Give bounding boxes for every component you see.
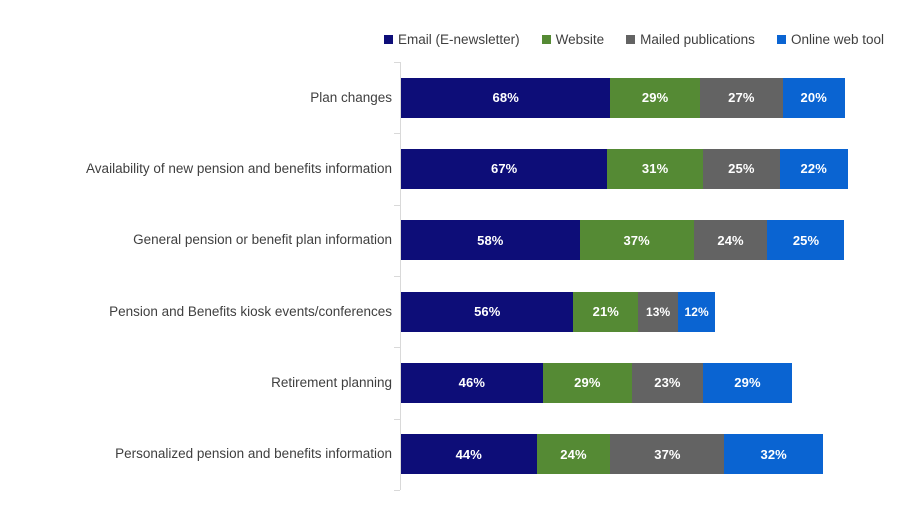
axis-tick: [394, 347, 400, 348]
bar-segment-value: 67%: [491, 161, 518, 177]
bar-segment-value: 21%: [592, 304, 619, 320]
plot-area: Plan changes 68% 29% 27% 20% Availability of …: [0, 62, 900, 491]
bar-segment: 29%: [542, 362, 632, 403]
category-label: General pension or benefit plan informat…: [133, 232, 392, 248]
bar-segment-value: 56%: [474, 304, 501, 320]
bar-segment: 32%: [724, 434, 823, 475]
bar-segment-value: 58%: [477, 232, 504, 248]
legend-item[interactable]: Online web tool: [776, 32, 884, 47]
axis-tick: [394, 62, 400, 63]
axis-tick: [394, 205, 400, 206]
bar-segment-value: 32%: [760, 446, 787, 462]
category-label: Plan changes: [310, 89, 392, 105]
axis-tick: [394, 276, 400, 277]
chart-legend: Email (E-newsletter) Website Mailed public…: [0, 33, 900, 47]
axis-tick: [394, 133, 400, 134]
bar-segment-value: 23%: [654, 375, 681, 391]
legend-item[interactable]: Website: [541, 32, 605, 47]
bar-segment-value: 29%: [734, 375, 761, 391]
bar-row: Personalized pension and benefits inform…: [0, 419, 900, 490]
bar-segment-value: 20%: [800, 90, 827, 106]
bar-segment: 21%: [573, 291, 639, 332]
bar-segment-value: 46%: [458, 375, 485, 391]
bar-segment: 46%: [401, 362, 543, 403]
stacked-bar: 44% 24% 37% 32%: [401, 434, 823, 475]
stacked-bar: 67% 31% 25% 22%: [401, 148, 848, 189]
square-marker-icon: [384, 35, 394, 45]
bar-segment: 25%: [767, 220, 845, 261]
axis-tick: [394, 419, 400, 420]
bar-segment-value: 27%: [728, 90, 755, 106]
bar-segment-value: 13%: [645, 304, 671, 319]
legend-item[interactable]: Mailed publications: [626, 33, 755, 47]
bar-segment: 12%: [678, 291, 716, 332]
stacked-bar: 46% 29% 23% 29%: [401, 362, 793, 403]
bar-row: Plan changes 68% 29% 27% 20%: [0, 62, 900, 133]
bar-row: Retirement planning 46% 29% 23% 29%: [0, 347, 900, 418]
bar-segment: 58%: [401, 220, 580, 261]
stacked-bar: 68% 29% 27% 20%: [401, 77, 845, 118]
square-marker-icon: [541, 35, 551, 45]
bar-segment: 24%: [693, 220, 768, 261]
category-label: Personalized pension and benefits inform…: [115, 446, 392, 462]
bar-segment: 29%: [702, 362, 793, 403]
bar-segment: 31%: [607, 148, 703, 189]
legend-item-label: Online web tool: [790, 32, 884, 47]
category-label: Pension and Benefits kiosk events/confer…: [109, 303, 392, 319]
square-marker-icon: [776, 35, 786, 45]
bar-segment-value: 31%: [641, 161, 669, 177]
bar-segment: 27%: [699, 77, 783, 118]
bar-segment-value: 24%: [717, 232, 744, 248]
category-label: Retirement planning: [271, 375, 392, 391]
bar-row-group: Plan changes 68% 29% 27% 20% Availability of …: [0, 62, 900, 490]
bar-row: Availability of new pension and benefits…: [0, 133, 900, 204]
bar-row: General pension or benefit plan informat…: [0, 205, 900, 276]
bar-segment: 20%: [782, 77, 845, 118]
bar-segment: 25%: [702, 148, 780, 189]
bar-row: Pension and Benefits kiosk events/confer…: [0, 276, 900, 347]
bar-segment-value: 12%: [684, 304, 709, 319]
bar-segment-value: 29%: [641, 90, 669, 106]
bar-segment: 22%: [779, 148, 848, 189]
bar-segment: 24%: [536, 434, 611, 475]
bar-segment: 37%: [579, 220, 694, 261]
bar-segment-value: 37%: [654, 446, 681, 462]
bar-segment-value: 68%: [492, 90, 519, 106]
legend-item-label: Mailed publications: [640, 32, 755, 47]
bar-segment: 44%: [401, 434, 537, 475]
bar-segment: 56%: [401, 291, 574, 332]
legend-item-label: Email (E-newsletter): [398, 32, 520, 47]
bar-segment-value: 25%: [728, 161, 755, 177]
bar-segment: 68%: [401, 77, 611, 118]
category-axis-line: [400, 62, 401, 490]
bar-segment-value: 24%: [560, 446, 587, 462]
bar-segment: 23%: [631, 362, 703, 403]
legend-item-label: Website: [555, 32, 605, 47]
bar-segment-value: 44%: [455, 446, 482, 462]
bar-segment-value: 29%: [574, 375, 601, 391]
bar-segment-value: 25%: [792, 232, 820, 248]
bar-segment-value: 37%: [623, 232, 650, 248]
bar-segment: 67%: [401, 148, 608, 189]
category-label: Availability of new pension and benefits…: [86, 161, 392, 177]
bar-segment: 13%: [638, 291, 679, 332]
stacked-bar: 58% 37% 24% 25%: [401, 220, 845, 261]
square-marker-icon: [626, 35, 636, 45]
stacked-bar: 56% 21% 13% 12%: [401, 291, 716, 332]
legend-item[interactable]: Email (E-newsletter): [384, 33, 520, 47]
bar-segment-value: 22%: [800, 161, 827, 177]
bar-segment: 37%: [610, 434, 725, 475]
axis-tick: [394, 490, 400, 491]
bar-segment: 29%: [610, 77, 700, 118]
